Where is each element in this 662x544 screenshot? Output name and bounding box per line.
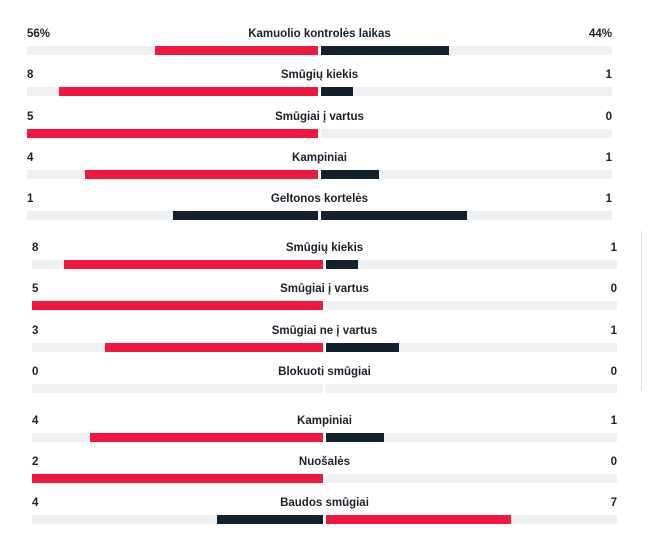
home-bar-track [32,343,323,352]
stat-row: 5 Smūgiai į vartus 0 [27,110,612,140]
stat-row: 0 Blokuoti smūgiai 0 [32,365,617,395]
away-bar-fill [321,87,354,96]
away-value: 1 [610,242,617,254]
stat-row: 4 Kampiniai 1 [32,414,617,444]
home-bar-track [32,433,323,442]
home-value: 5 [27,111,34,123]
stat-label: Kampiniai [297,415,352,427]
home-value: 2 [32,456,39,468]
home-bar-fill [64,260,323,269]
stat-row: 8 Smūgių kiekis 1 [32,241,617,271]
away-bar-track [326,260,617,269]
home-bar-fill [32,301,323,310]
home-bar-track [32,515,323,524]
away-bar-track [326,515,617,524]
stat-label: Kampiniai [292,152,347,164]
away-value: 0 [605,111,612,123]
home-bar-track [32,384,323,393]
stat-label: Smūgių kiekis [280,69,359,81]
away-bar-track [326,301,617,310]
home-bar-fill [90,433,323,442]
away-bar-track [321,170,612,179]
away-value: 0 [610,456,617,468]
away-bar-track [321,211,612,220]
home-bar-track [27,129,318,138]
away-bar-track [326,384,617,393]
stat-row: 4 Baudos smūgiai 7 [32,496,617,526]
stat-label: Smūgių kiekis [285,242,364,254]
home-bar-fill [155,46,318,55]
stat-row: 3 Smūgiai ne į vartus 1 [32,324,617,354]
away-bar-fill [321,170,380,179]
stat-label: Kamuolio kontrolės laikas [248,28,391,40]
stat-label: Baudos smūgiai [280,497,369,509]
home-bar-track [32,260,323,269]
home-value: 56% [27,28,51,40]
away-bar-fill [321,211,467,220]
home-value: 5 [32,283,39,295]
stat-row: 8 Smūgių kiekis 1 [27,68,612,98]
stat-label: Nuošalės [298,456,351,468]
home-value: 4 [32,415,39,427]
away-value: 7 [610,497,617,509]
away-bar-fill [326,343,399,352]
away-bar-fill [321,46,450,55]
away-value: 44% [588,28,612,40]
away-bar-fill [326,515,512,524]
home-value: 1 [27,193,34,205]
home-bar-track [27,46,318,55]
home-value: 8 [32,242,39,254]
away-value: 1 [605,193,612,205]
away-bar-track [321,129,612,138]
away-value: 1 [605,69,612,81]
home-value: 4 [32,497,39,509]
stat-label: Smūgiai į vartus [275,111,364,123]
away-bar-track [321,87,612,96]
away-bar-track [326,433,617,442]
home-bar-track [32,301,323,310]
away-value: 0 [610,283,617,295]
home-value: 0 [32,366,39,378]
home-value: 4 [27,152,34,164]
away-value: 1 [610,415,617,427]
stat-label: Geltonos kortelės [270,193,369,205]
home-bar-track [27,170,318,179]
stat-row: 4 Kampiniai 1 [27,151,612,181]
home-bar-fill [172,211,318,220]
home-bar-fill [104,343,323,352]
home-bar-fill [217,515,323,524]
stat-row: 5 Smūgiai į vartus 0 [32,282,617,312]
away-bar-track [321,46,612,55]
away-bar-fill [326,260,359,269]
home-bar-fill [85,170,318,179]
home-bar-track [32,474,323,483]
home-bar-fill [32,474,323,483]
away-bar-fill [326,433,385,442]
away-value: 1 [605,152,612,164]
home-bar-track [27,211,318,220]
away-value: 1 [610,325,617,337]
home-bar-track [27,87,318,96]
stat-label: Smūgiai ne į vartus [271,325,378,337]
home-value: 3 [32,325,39,337]
home-value: 8 [27,69,34,81]
away-value: 0 [610,366,617,378]
stat-row: 1 Geltonos kortelės 1 [27,192,612,222]
home-bar-fill [27,129,318,138]
away-bar-track [326,474,617,483]
home-bar-fill [59,87,318,96]
stat-label: Smūgiai į vartus [280,283,369,295]
stat-row: 2 Nuošalės 0 [32,455,617,485]
stat-label: Blokuoti smūgiai [278,366,371,378]
scrollbar-track[interactable] [641,231,642,390]
stat-row: 56% Kamuolio kontrolės laikas 44% [27,27,612,57]
away-bar-track [326,343,617,352]
